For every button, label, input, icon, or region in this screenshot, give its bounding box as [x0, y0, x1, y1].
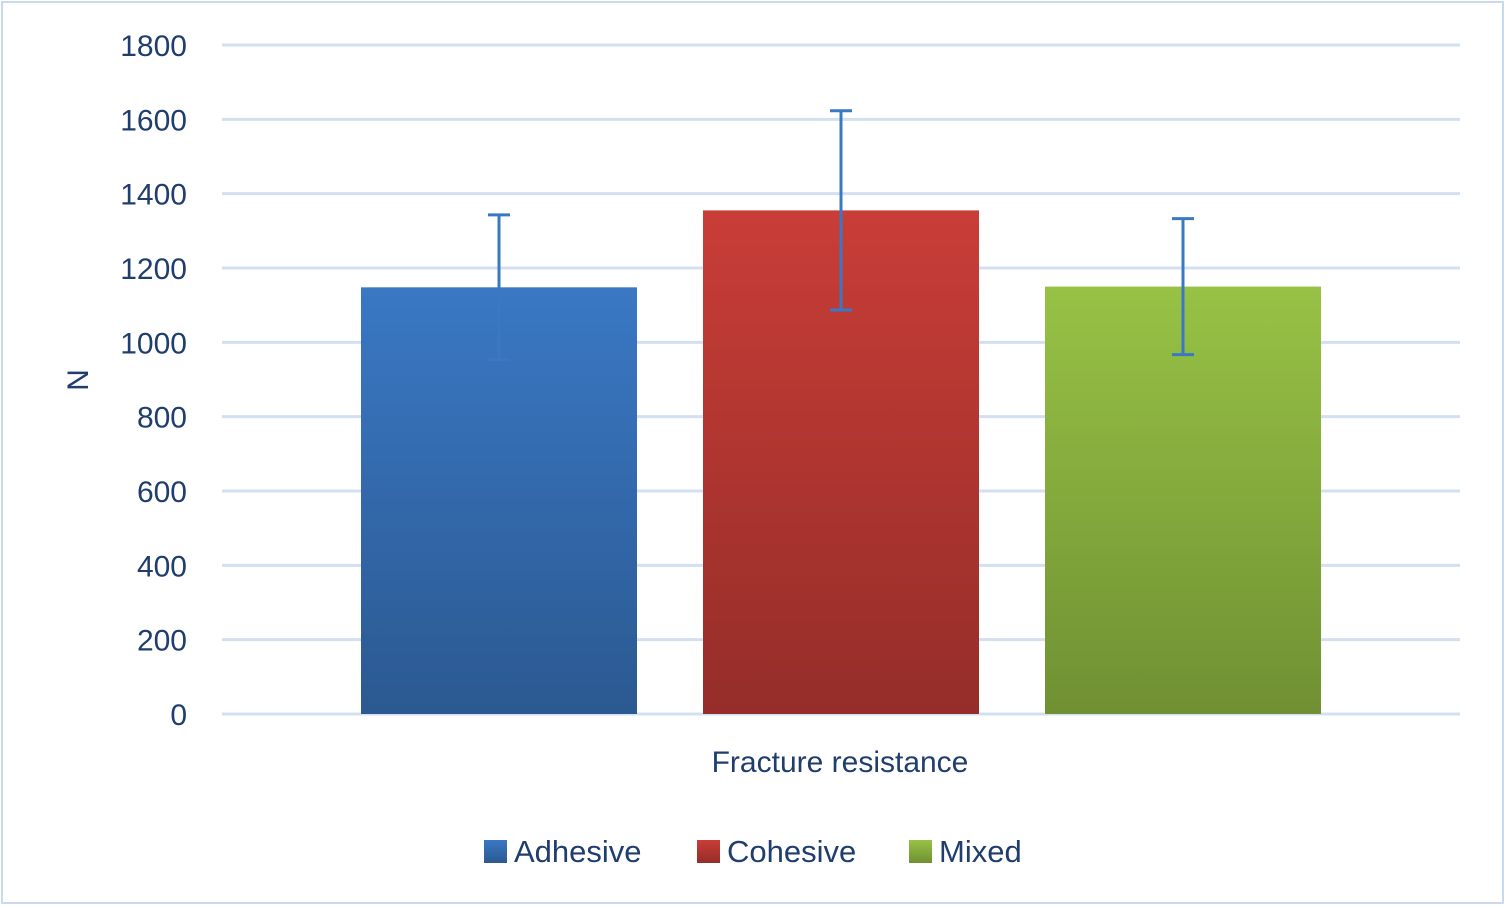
legend-swatch	[697, 840, 720, 863]
y-tick-label: 0	[170, 699, 187, 732]
legend-item-cohesive: Cohesive	[697, 834, 856, 869]
bars	[361, 210, 1321, 714]
y-tick-label: 200	[137, 625, 187, 658]
y-tick-label: 1800	[120, 30, 187, 63]
error-bar-adhesive	[488, 213, 510, 362]
y-tick-label: 1600	[120, 104, 187, 137]
y-tick-label: 1400	[120, 179, 187, 212]
y-tick-label: 800	[137, 402, 187, 435]
y-tick-label: 400	[137, 550, 187, 583]
legend-item-adhesive: Adhesive	[484, 834, 642, 869]
bar-mixed	[1045, 286, 1321, 714]
y-tick-label: 1000	[120, 327, 187, 360]
error-bars	[488, 109, 1194, 362]
error-bar-cohesive	[830, 109, 852, 312]
legend-label: Adhesive	[514, 834, 642, 869]
y-tick-label: 1200	[120, 253, 187, 286]
legend-swatch	[909, 840, 932, 863]
y-axis-title: N	[62, 369, 95, 391]
error-bar-mixed	[1172, 217, 1194, 357]
y-tick-labels: 0 200 400 600 800 1000 1200 1400 1600 1800	[120, 30, 187, 732]
legend-label: Mixed	[939, 834, 1022, 869]
legend-swatch	[484, 840, 507, 863]
legend: Adhesive Cohesive Mixed	[484, 834, 1022, 869]
y-tick-label: 600	[137, 476, 187, 509]
legend-item-mixed: Mixed	[909, 834, 1022, 869]
x-axis-title: Fracture resistance	[712, 746, 969, 779]
legend-label: Cohesive	[727, 834, 856, 869]
